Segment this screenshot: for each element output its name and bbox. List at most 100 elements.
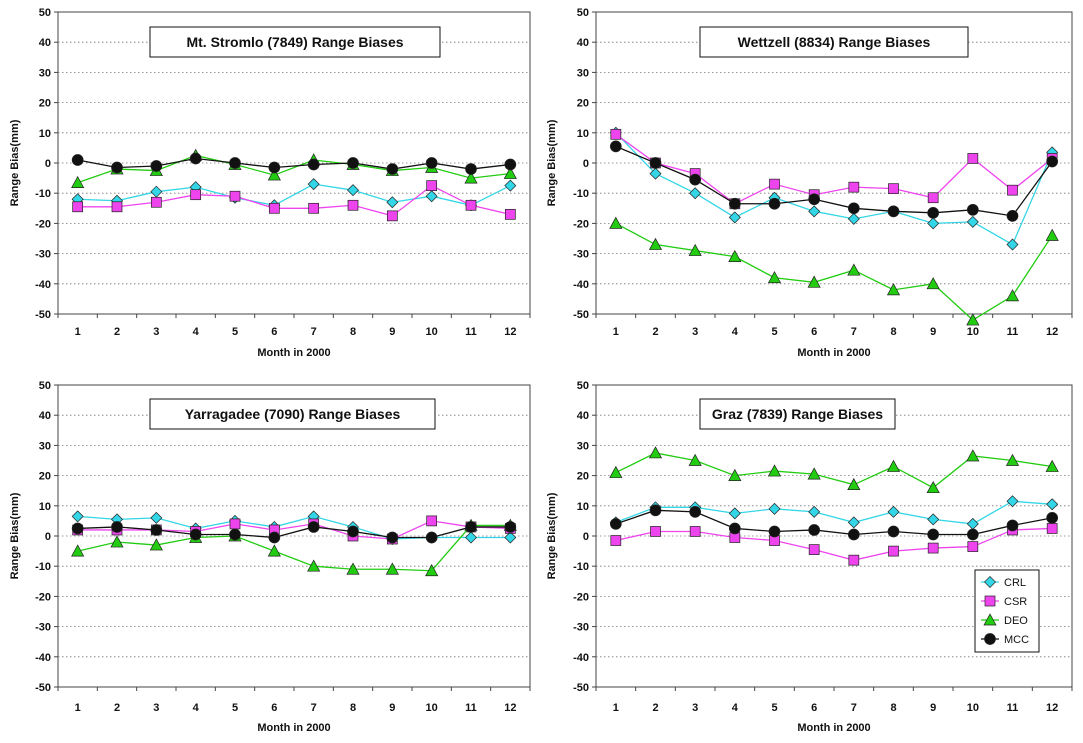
- data-point: [189, 152, 202, 165]
- data-point: [229, 157, 241, 169]
- x-axis-title: Month in 2000: [257, 722, 330, 734]
- data-point: [689, 505, 702, 518]
- y-tick-label: 0: [583, 531, 589, 543]
- data-point: [927, 217, 940, 230]
- data-point: [347, 184, 359, 197]
- legend-label: MCC: [1004, 634, 1029, 646]
- chart-title: Wettzell (8834) Range Biases: [738, 34, 931, 50]
- y-tick-label: -20: [35, 218, 51, 230]
- data-point: [927, 542, 939, 554]
- data-point: [347, 157, 359, 169]
- data-point: [847, 477, 861, 491]
- x-tick-label: 7: [851, 326, 857, 338]
- series-line: [77, 184, 511, 217]
- data-point: [504, 208, 516, 220]
- legend-item-mcc: MCC: [981, 633, 1029, 646]
- data-point: [465, 531, 477, 544]
- y-tick-label: 0: [583, 158, 589, 170]
- x-axis-title: Month in 2000: [797, 722, 870, 734]
- title-box: [149, 26, 441, 58]
- data-point: [648, 446, 663, 459]
- data-point: [927, 528, 940, 541]
- y-tick-label: 30: [577, 67, 589, 79]
- series-line: [77, 183, 511, 206]
- data-point: [149, 538, 163, 551]
- legend-marker: [983, 613, 997, 626]
- data-point: [71, 510, 84, 523]
- data-point: [385, 562, 399, 575]
- data-point: [267, 544, 281, 557]
- series-line: [77, 515, 511, 540]
- data-point: [110, 535, 124, 548]
- data-point: [649, 167, 662, 180]
- x-tick-label: 11: [465, 702, 477, 714]
- y-tick-label: 20: [39, 98, 51, 110]
- y-tick-label: -30: [35, 622, 51, 634]
- series-line: [615, 500, 1053, 525]
- data-point: [966, 215, 979, 228]
- data-point: [426, 180, 438, 191]
- data-point: [728, 522, 741, 535]
- data-point: [229, 518, 241, 530]
- data-point: [111, 201, 123, 213]
- y-tick-label: -40: [573, 652, 589, 664]
- y-tick-label: 10: [39, 501, 51, 513]
- legend: CRL CSR DEO MCC: [974, 569, 1040, 653]
- data-point: [504, 531, 517, 544]
- data-point: [386, 210, 398, 222]
- y-tick-label: 30: [39, 440, 51, 452]
- x-tick-label: 6: [271, 702, 277, 714]
- data-point: [768, 525, 781, 538]
- data-point: [728, 468, 742, 481]
- series-line: [615, 452, 1053, 489]
- chart-title: Graz (7839) Range Biases: [712, 406, 883, 422]
- y-tick-label: -10: [573, 188, 589, 200]
- series-mcc: [609, 140, 1059, 222]
- series-mcc: [609, 504, 1059, 541]
- data-point: [966, 203, 979, 216]
- y-tick-label: -20: [573, 218, 589, 230]
- x-tick-label: 5: [771, 326, 777, 338]
- data-point: [847, 202, 860, 215]
- data-point: [887, 505, 900, 518]
- series-csr: [72, 180, 516, 222]
- x-tick-label: 12: [504, 702, 516, 714]
- data-point: [1006, 210, 1019, 222]
- chart-title: Mt. Stromlo (7849) Range Biases: [186, 34, 403, 50]
- x-tick-label: 3: [692, 326, 698, 338]
- y-tick-label: 40: [577, 37, 589, 49]
- data-point: [767, 464, 782, 477]
- y-tick-label: -30: [573, 622, 589, 634]
- data-point: [886, 283, 901, 296]
- series-csr: [610, 523, 1058, 566]
- data-point: [229, 190, 241, 202]
- series-line: [77, 526, 511, 539]
- data-point: [307, 178, 320, 191]
- x-tick-label: 7: [311, 702, 317, 714]
- data-point: [848, 181, 860, 193]
- data-point: [189, 528, 202, 541]
- y-axis-title: Range Bias(mm): [9, 492, 21, 579]
- y-tick-label: -20: [35, 591, 51, 603]
- data-point: [887, 525, 900, 538]
- x-tick-label: 6: [811, 326, 817, 338]
- data-point: [425, 563, 439, 577]
- data-point: [347, 525, 359, 538]
- data-point: [386, 163, 399, 175]
- y-tick-label: 0: [45, 158, 51, 170]
- data-point: [847, 516, 860, 529]
- data-point: [1046, 498, 1059, 511]
- data-point: [503, 166, 517, 179]
- data-point: [464, 171, 478, 184]
- series-line: [615, 527, 1053, 561]
- data-point: [150, 160, 163, 172]
- data-point: [688, 453, 702, 466]
- data-point: [1005, 289, 1020, 302]
- data-point: [769, 178, 780, 190]
- x-tick-label: 2: [652, 702, 658, 714]
- data-point: [268, 531, 281, 544]
- x-tick-label: 12: [1046, 702, 1058, 714]
